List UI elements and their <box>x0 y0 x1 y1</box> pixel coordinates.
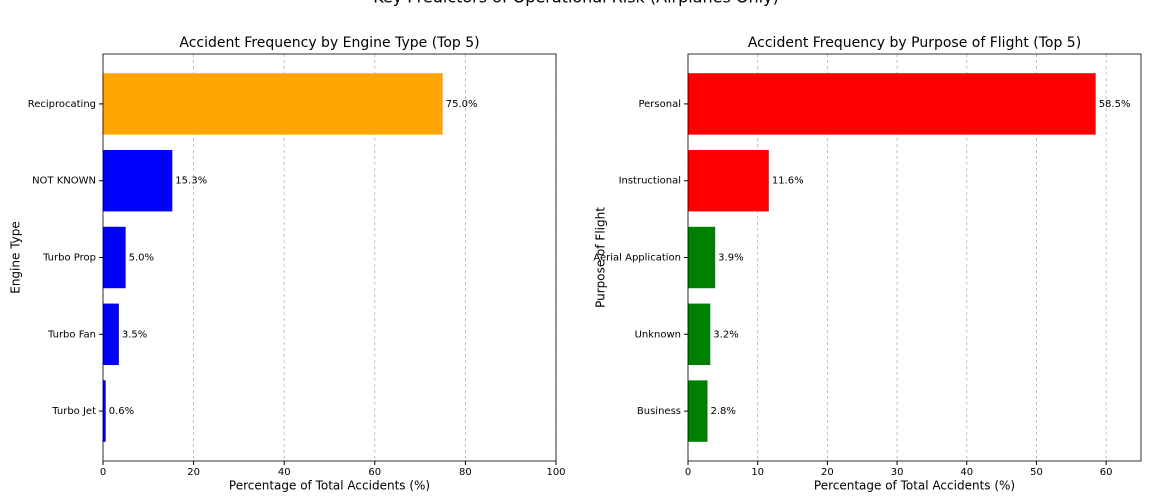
y-tick-label: Turbo Fan <box>47 329 96 340</box>
x-tick-label: 50 <box>1030 467 1043 478</box>
x-tick-label: 40 <box>960 467 973 478</box>
x-tick-label: 10 <box>751 467 764 478</box>
figure-title: Key Predictors of Operational Risk (Airp… <box>373 0 779 7</box>
bar <box>688 73 1096 135</box>
y-tick-label: Aerial Application <box>593 253 681 264</box>
x-tick-label: 60 <box>1100 467 1113 478</box>
y-tick-label: Business <box>637 406 681 417</box>
y-tick-label: Turbo Prop <box>42 253 96 264</box>
x-tick-label: 80 <box>459 467 472 478</box>
x-tick-label: 20 <box>187 467 200 478</box>
y-tick-label: Reciprocating <box>28 99 96 110</box>
bar <box>103 73 443 135</box>
chart-title: Accident Frequency by Purpose of Flight … <box>748 35 1081 51</box>
x-tick-label: 0 <box>685 467 691 478</box>
x-tick-label: 20 <box>821 467 834 478</box>
bar <box>688 303 711 366</box>
x-axis-label: Percentage of Total Accidents (%) <box>229 479 430 493</box>
bar <box>688 380 708 442</box>
bar <box>688 226 716 289</box>
value-label: 5.0% <box>129 253 154 264</box>
plot-frame <box>102 53 557 462</box>
y-tick-label: NOT KNOWN <box>32 176 96 187</box>
x-tick-label: 40 <box>278 467 291 478</box>
bar <box>103 380 106 442</box>
value-label: 75.0% <box>446 99 478 110</box>
value-label: 3.2% <box>713 329 738 340</box>
value-label: 3.5% <box>122 329 147 340</box>
y-tick-label: Turbo Jet <box>51 406 96 417</box>
bar <box>103 226 126 289</box>
bar <box>103 303 119 366</box>
y-tick-label: Instructional <box>619 176 681 187</box>
y-tick-label: Unknown <box>635 329 681 340</box>
x-axis-label: Percentage of Total Accidents (%) <box>814 479 1015 493</box>
value-label: 58.5% <box>1099 99 1131 110</box>
bar <box>103 149 173 212</box>
y-tick-label: Personal <box>638 99 681 110</box>
value-label: 11.6% <box>772 176 804 187</box>
x-tick-label: 0 <box>100 467 106 478</box>
x-tick-label: 30 <box>891 467 904 478</box>
value-label: 0.6% <box>109 406 134 417</box>
y-axis-label: Engine Type <box>9 221 23 294</box>
value-label: 3.9% <box>718 253 743 264</box>
value-label: 15.3% <box>175 176 207 187</box>
bar <box>688 149 769 212</box>
chart-title: Accident Frequency by Engine Type (Top 5… <box>179 35 479 51</box>
value-label: 2.8% <box>711 406 736 417</box>
x-tick-label: 60 <box>368 467 381 478</box>
plot-frame <box>687 53 1142 462</box>
y-axis-label: Purpose of Flight <box>594 207 608 308</box>
x-tick-label: 100 <box>546 467 565 478</box>
